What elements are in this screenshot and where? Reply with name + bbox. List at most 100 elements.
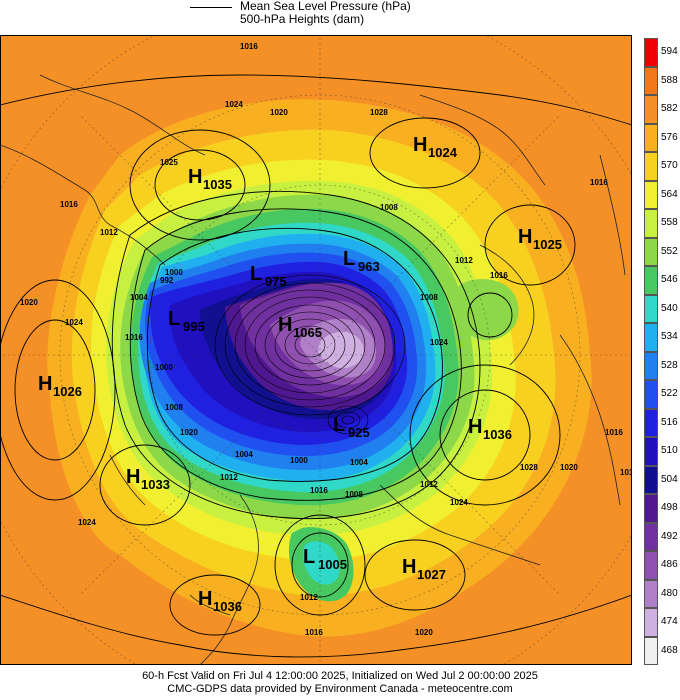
weather-map: 1016102410201025102810161012100099210081…: [0, 35, 632, 665]
height-band-540-south: [303, 541, 340, 585]
pressure-letter: L: [168, 308, 180, 330]
isobar-label: 1016: [125, 333, 143, 342]
isobar-label: 1008: [420, 293, 438, 302]
colorbar-label-522: 522: [661, 388, 678, 400]
isobar-label: 1000: [290, 456, 308, 465]
colorbar-label-510: 510: [661, 445, 678, 457]
map-frame: [0, 35, 632, 665]
high-pressure-1036: H 1036: [468, 416, 512, 442]
colorbar-label-552: 552: [661, 245, 678, 257]
colorbar-label-588: 588: [661, 74, 678, 86]
isobar-label: 1020: [180, 428, 198, 437]
low-pressure-1005: L 1005: [303, 546, 347, 572]
low-pressure-925: L 925: [333, 414, 370, 440]
colorbar-label-576: 576: [661, 131, 678, 143]
colorbar-label-492: 492: [661, 530, 678, 542]
isobar-label: 1016: [305, 628, 323, 637]
colorbar-cell-546: [644, 266, 658, 295]
isobar-label: 1020: [270, 108, 288, 117]
pressure-letter: H: [38, 373, 52, 395]
legend-mslp-label: Mean Sea Level Pressure (hPa): [240, 0, 411, 13]
pressure-value: 1005: [318, 557, 347, 572]
isobar-label: 1008: [380, 203, 398, 212]
isobar-label: 1016: [310, 486, 328, 495]
low-pressure-963: L 963: [343, 248, 380, 274]
colorbar-label-516: 516: [661, 416, 678, 428]
isobar-label: 1008: [345, 490, 363, 499]
isobar-label: 1012: [420, 480, 438, 489]
colorbar-cell-582: [644, 95, 658, 124]
legend-heights-label: 500-hPa Heights (dam): [240, 12, 365, 26]
colorbar-cell-510: [644, 437, 658, 466]
isobar-label: 1012: [220, 473, 238, 482]
pressure-letter: H: [278, 314, 292, 336]
isobar-label: 1012: [300, 593, 318, 602]
colorbar-cell-486: [644, 551, 658, 580]
pressure-value: 1036: [213, 599, 242, 614]
colorbar-label-546: 546: [661, 274, 678, 286]
isobar-label: 1000: [165, 268, 183, 277]
forecast-valid-text: 60-h Fcst Valid on Fri Jul 4 12:00:00 20…: [142, 670, 538, 682]
pressure-letter: H: [126, 466, 140, 488]
colorbar-label-480: 480: [661, 587, 678, 599]
isobar-label: 1016: [605, 428, 623, 437]
isobars: [0, 74, 632, 658]
isobar-label: 1012: [100, 228, 118, 237]
pressure-letter: H: [402, 556, 416, 578]
pressure-letter: H: [518, 226, 532, 248]
polar-isobar-cluster: [214, 274, 406, 435]
height-band-474: [318, 331, 364, 369]
colorbar-cell-594: [644, 38, 658, 67]
colorbar-cell-468: [644, 636, 658, 665]
high-pressure-1027: H 1027: [402, 556, 446, 582]
isobar-label: 1004: [350, 458, 368, 467]
isobar-label: 1028: [520, 463, 538, 472]
pressure-letter: L: [333, 414, 345, 436]
isobar-label: 1016: [240, 42, 258, 51]
pressure-letter: H: [188, 166, 202, 188]
colorbar-cell-474: [644, 608, 658, 637]
isobar-label: 1024: [65, 318, 83, 327]
colorbar-cell-552: [644, 237, 658, 266]
map-legend: Mean Sea Level Pressure (hPa) 500-hPa He…: [190, 0, 490, 30]
pressure-value: 1035: [203, 177, 232, 192]
colorbar-cell-516: [644, 408, 658, 437]
colorbar-label-498: 498: [661, 502, 678, 514]
isobar-label: 1004: [235, 450, 253, 459]
pressure-letter: H: [413, 134, 427, 156]
colorbar-cell-480: [644, 579, 658, 608]
colorbar-label-582: 582: [661, 103, 678, 115]
pressure-letter: H: [198, 588, 212, 610]
colorbar-label-534: 534: [661, 331, 678, 343]
isobar-label: 1008: [165, 403, 183, 412]
colorbar-cell-528: [644, 351, 658, 380]
pressure-letter: L: [303, 546, 315, 568]
colorbar-label-558: 558: [661, 217, 678, 229]
height-colorbar: 594 588 582 576 570 564 558 552 546 540 534 528 522 5…: [644, 38, 680, 665]
isobar-label: 1016: [590, 178, 608, 187]
colorbar-cell-576: [644, 123, 658, 152]
pressure-letter: L: [343, 248, 355, 270]
pressure-value: 975: [265, 274, 287, 289]
colorbar-cell-522: [644, 380, 658, 409]
pressure-value: 1024: [428, 145, 458, 160]
map-footer: 60-h Fcst Valid on Fri Jul 4 12:00:00 20…: [0, 670, 680, 696]
pressure-value: 1036: [483, 427, 512, 442]
colorbar-label-504: 504: [661, 473, 678, 485]
colorbar-label-540: 540: [661, 302, 678, 314]
high-pressure-1024: H 1024: [413, 134, 458, 160]
isobar-label: 1028: [370, 108, 388, 117]
pressure-value: 1026: [53, 384, 82, 399]
pressure-value: 925: [348, 425, 370, 440]
isobar-label: 1025: [160, 158, 178, 167]
colorbar-cell-558: [644, 209, 658, 238]
colorbar-label-564: 564: [661, 188, 678, 200]
isobar-label: 1024: [78, 518, 96, 527]
coastlines: [0, 74, 626, 665]
isobar-label: 1012: [455, 256, 473, 265]
colorbar-cell-540: [644, 294, 658, 323]
colorbar-cell-570: [644, 152, 658, 181]
colorbar-label-486: 486: [661, 559, 678, 571]
isobar-label: 1024: [430, 338, 448, 347]
pressure-value: 1025: [533, 237, 562, 252]
